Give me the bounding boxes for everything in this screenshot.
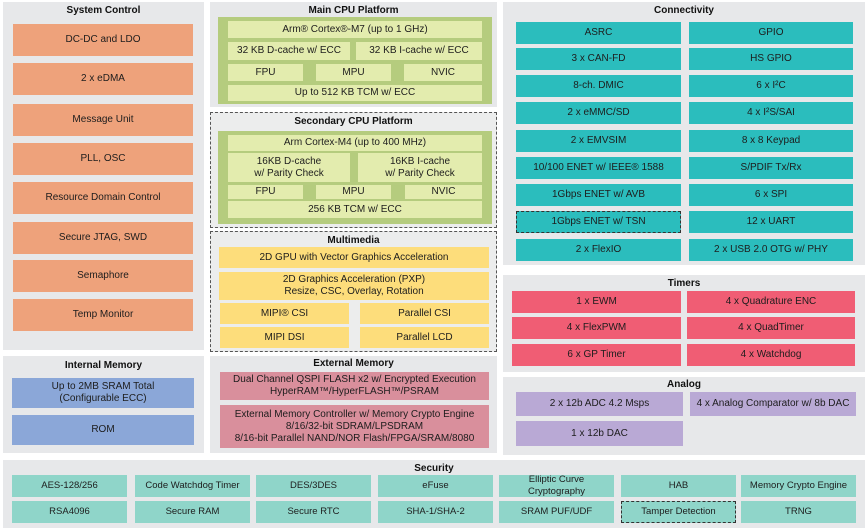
block-up-to-512-kb-tcm-w-ecc: Up to 512 KB TCM w/ ECC bbox=[228, 85, 482, 101]
internal-memory-title: Internal Memory bbox=[64, 360, 143, 371]
block-parallel-csi: Parallel CSI bbox=[360, 303, 489, 324]
block-4-x-quadrature-enc: 4 x Quadrature ENC bbox=[687, 291, 855, 313]
block-2-x-emvsim: 2 x EMVSIM bbox=[516, 130, 681, 152]
block-memory-crypto-engine: Memory Crypto Engine bbox=[741, 475, 856, 497]
block-16kb-i-cache-w-parity-check: 16KB I-cache w/ Parity Check bbox=[358, 153, 482, 182]
block-rom: ROM bbox=[12, 415, 194, 445]
block-tamper-detection: Tamper Detection bbox=[621, 501, 736, 523]
block-4-x-quadtimer: 4 x QuadTimer bbox=[687, 317, 855, 339]
block-gpio: GPIO bbox=[689, 22, 853, 44]
block-external-memory-controller-w-memory-crypto-engine-8-16-32-bit-sdram-lpsdram-8-16-bit-parallel-nand-nor-flash-fpga-sram-8080: External Memory Controller w/ Memory Cry… bbox=[220, 405, 489, 448]
block-8-x-8-keypad: 8 x 8 Keypad bbox=[689, 130, 853, 152]
block-4-x-flexpwm: 4 x FlexPWM bbox=[512, 317, 681, 339]
block-6-x-i-c: 6 x I²C bbox=[689, 75, 853, 97]
block-message-unit: Message Unit bbox=[13, 104, 193, 136]
system-control-panel bbox=[3, 2, 204, 350]
block-2d-gpu-with-vector-graphics-acceleration: 2D GPU with Vector Graphics Acceleration bbox=[219, 247, 489, 268]
block-mipi-csi: MIPI® CSI bbox=[220, 303, 349, 324]
block-des-3des: DES/3DES bbox=[256, 475, 371, 497]
block-6-x-gp-timer: 6 x GP Timer bbox=[512, 344, 681, 366]
block-2-x-edma: 2 x eDMA bbox=[13, 63, 193, 95]
block-12-x-uart: 12 x UART bbox=[689, 211, 853, 233]
block-4-x-i-s-sai: 4 x I²S/SAI bbox=[689, 102, 853, 124]
block-asrc: ASRC bbox=[516, 22, 681, 44]
block-fpu: FPU bbox=[228, 185, 303, 199]
block-secure-rtc: Secure RTC bbox=[256, 501, 371, 523]
system-control-title: System Control bbox=[66, 5, 141, 16]
block-sram-puf-udf: SRAM PUF/UDF bbox=[499, 501, 614, 523]
block-elliptic-curve-cryptography: Elliptic Curve Cryptography bbox=[499, 474, 614, 497]
block-temp-monitor: Temp Monitor bbox=[13, 299, 193, 331]
block-dual-channel-qspi-flash-x2-w-encrypted-execution-hyperram-hyperflash-psram: Dual Channel QSPI FLASH x2 w/ Encrypted … bbox=[220, 372, 489, 400]
block-16kb-d-cache-w-parity-check: 16KB D-cache w/ Parity Check bbox=[228, 153, 350, 182]
block-dc-dc-and-ldo: DC-DC and LDO bbox=[13, 24, 193, 56]
block-4-x-analog-comparator-w-8b-dac: 4 x Analog Comparator w/ 8b DAC bbox=[690, 392, 856, 416]
block-32-kb-i-cache-w-ecc: 32 KB I-cache w/ ECC bbox=[356, 42, 482, 60]
security-title: Security bbox=[414, 463, 454, 474]
block-nvic: NVIC bbox=[405, 185, 482, 199]
block-semaphore: Semaphore bbox=[13, 260, 193, 292]
block-8-ch-dmic: 8-ch. DMIC bbox=[516, 75, 681, 97]
block-secure-jtag-swd: Secure JTAG, SWD bbox=[13, 222, 193, 254]
block-s-pdif-tx-rx: S/PDIF Tx/Rx bbox=[689, 157, 853, 179]
block-1gbps-enet-w-avb: 1Gbps ENET w/ AVB bbox=[516, 184, 681, 206]
block-up-to-2mb-sram-total-configurable-ecc: Up to 2MB SRAM Total (Configurable ECC) bbox=[12, 378, 194, 408]
block-2-x-usb-2-0-otg-w-phy: 2 x USB 2.0 OTG w/ PHY bbox=[689, 239, 853, 261]
block-2-x-emmc-sd: 2 x eMMC/SD bbox=[516, 102, 681, 124]
block-1-x-12b-dac: 1 x 12b DAC bbox=[516, 421, 683, 446]
block-mipi-dsi: MIPI DSI bbox=[220, 327, 349, 348]
block-1gbps-enet-w-tsn: 1Gbps ENET w/ TSN bbox=[516, 211, 681, 233]
block-code-watchdog-timer: Code Watchdog Timer bbox=[135, 475, 250, 497]
block-efuse: eFuse bbox=[378, 475, 493, 497]
block-arm-cortex-m7-up-to-1-ghz: Arm® Cortex®-M7 (up to 1 GHz) bbox=[228, 21, 482, 38]
block-resource-domain-control: Resource Domain Control bbox=[13, 182, 193, 214]
multimedia-title: Multimedia bbox=[327, 235, 380, 246]
block-mpu: MPU bbox=[316, 185, 391, 199]
external-memory-title: External Memory bbox=[313, 358, 394, 369]
secondary-cpu-title: Secondary CPU Platform bbox=[294, 116, 413, 127]
block-2-x-12b-adc-4-2-msps: 2 x 12b ADC 4.2 Msps bbox=[516, 392, 683, 416]
block-2-x-flexio: 2 x FlexIO bbox=[516, 239, 681, 261]
block-rsa4096: RSA4096 bbox=[12, 501, 127, 523]
analog-title: Analog bbox=[667, 379, 701, 390]
block-mpu: MPU bbox=[316, 64, 391, 81]
block-pll-osc: PLL, OSC bbox=[13, 143, 193, 175]
block-10-100-enet-w-ieee-1588: 10/100 ENET w/ IEEE® 1588 bbox=[516, 157, 681, 179]
block-2d-graphics-acceleration-pxp-resize-csc-overlay-rotation: 2D Graphics Acceleration (PXP) Resize, C… bbox=[219, 272, 489, 300]
block-sha-1-sha-2: SHA-1/SHA-2 bbox=[378, 501, 493, 523]
block-6-x-spi: 6 x SPI bbox=[689, 184, 853, 206]
block-1-x-ewm: 1 x EWM bbox=[512, 291, 681, 313]
block-aes-128-256: AES-128/256 bbox=[12, 475, 127, 497]
main-cpu-title: Main CPU Platform bbox=[308, 5, 399, 16]
block-3-x-can-fd: 3 x CAN-FD bbox=[516, 48, 681, 70]
block-trng: TRNG bbox=[741, 501, 856, 523]
block-hab: HAB bbox=[621, 475, 736, 497]
block-fpu: FPU bbox=[228, 64, 303, 81]
block-nvic: NVIC bbox=[404, 64, 482, 81]
block-4-x-watchdog: 4 x Watchdog bbox=[687, 344, 855, 366]
timers-title: Timers bbox=[667, 278, 701, 289]
block-secure-ram: Secure RAM bbox=[135, 501, 250, 523]
block-32-kb-d-cache-w-ecc: 32 KB D-cache w/ ECC bbox=[228, 42, 350, 60]
block-hs-gpio: HS GPIO bbox=[689, 48, 853, 70]
block-256-kb-tcm-w-ecc: 256 KB TCM w/ ECC bbox=[228, 201, 482, 218]
block-arm-cortex-m4-up-to-400-mhz: Arm Cortex-M4 (up to 400 MHz) bbox=[228, 135, 482, 151]
block-parallel-lcd: Parallel LCD bbox=[360, 327, 489, 348]
connectivity-title: Connectivity bbox=[653, 5, 714, 16]
